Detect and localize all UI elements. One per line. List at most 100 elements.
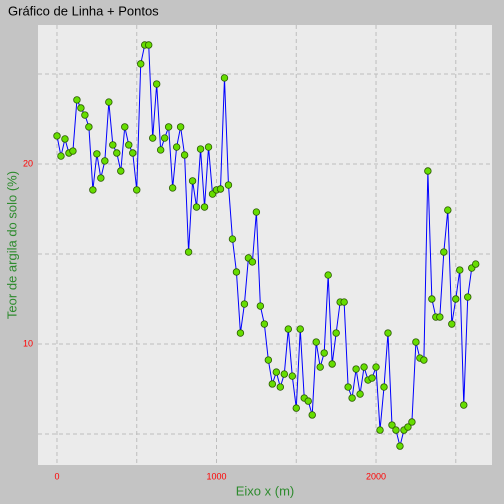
point — [252, 208, 261, 216]
point — [73, 96, 81, 104]
point — [168, 184, 177, 192]
point — [220, 74, 229, 82]
point — [57, 152, 65, 160]
point — [428, 295, 436, 303]
point — [268, 380, 277, 388]
point — [384, 329, 392, 337]
point — [172, 143, 181, 151]
point — [216, 185, 225, 193]
point — [145, 41, 153, 49]
y-axis-label: Teor de argila do solo (%) — [4, 171, 19, 319]
point — [392, 426, 400, 434]
x-tick-label: 2000 — [366, 471, 386, 481]
x-tick-label: 0 — [54, 471, 59, 481]
point — [192, 203, 201, 211]
point — [408, 418, 416, 426]
point — [61, 135, 69, 143]
point — [356, 390, 364, 398]
point — [436, 313, 444, 321]
point — [125, 141, 133, 149]
point — [380, 383, 388, 391]
point — [121, 123, 129, 131]
point — [156, 146, 165, 154]
panel — [38, 25, 492, 465]
point — [440, 248, 448, 256]
point — [448, 320, 456, 328]
point — [444, 206, 452, 214]
x-tick-label: 1000 — [206, 471, 226, 481]
point — [240, 300, 249, 308]
point — [184, 248, 193, 256]
point — [101, 157, 109, 165]
point — [424, 167, 432, 175]
point — [204, 143, 213, 151]
point — [109, 141, 117, 149]
point — [280, 370, 289, 378]
point — [332, 329, 340, 337]
point — [105, 98, 113, 106]
point — [256, 302, 265, 310]
point — [236, 329, 245, 337]
point — [264, 356, 273, 364]
point — [85, 123, 93, 131]
point — [176, 123, 185, 131]
point — [412, 338, 420, 346]
point — [248, 258, 257, 266]
point — [452, 295, 460, 303]
point — [117, 167, 125, 175]
point — [97, 174, 105, 182]
point — [228, 235, 237, 243]
x-axis-label: Eixo x (m) — [236, 483, 295, 498]
point — [396, 442, 404, 450]
point — [312, 338, 320, 346]
point — [284, 325, 292, 333]
point — [164, 123, 173, 131]
point — [472, 260, 480, 268]
point — [316, 363, 324, 371]
point — [304, 397, 312, 405]
point — [324, 271, 332, 279]
point — [360, 363, 368, 371]
point — [288, 372, 296, 380]
point — [388, 421, 396, 429]
point — [133, 186, 141, 194]
point — [420, 356, 428, 364]
chart-title: Gráfico de Linha + Pontos — [8, 3, 159, 18]
point — [196, 145, 205, 153]
point — [81, 111, 89, 119]
point — [152, 80, 161, 88]
point — [180, 151, 189, 159]
point — [232, 268, 241, 276]
point — [77, 104, 85, 112]
point — [53, 132, 61, 140]
point — [308, 411, 316, 419]
point — [352, 365, 360, 373]
point — [260, 320, 269, 328]
point — [376, 426, 384, 434]
point — [456, 266, 464, 274]
point — [460, 401, 468, 409]
point — [129, 149, 137, 157]
point — [148, 134, 157, 142]
point — [160, 134, 169, 142]
point — [113, 149, 121, 157]
y-tick-label: 20 — [23, 158, 33, 168]
point — [368, 374, 376, 382]
point — [69, 147, 77, 155]
point — [93, 150, 101, 158]
point — [272, 368, 281, 376]
point — [224, 181, 233, 189]
point — [404, 423, 412, 431]
point — [464, 293, 472, 301]
point — [320, 349, 328, 357]
point — [372, 363, 380, 371]
point — [340, 298, 348, 306]
point — [200, 203, 209, 211]
point — [276, 383, 285, 391]
point — [344, 383, 352, 391]
point — [328, 360, 336, 368]
point — [89, 186, 97, 194]
point — [292, 404, 300, 412]
y-tick-label: 10 — [23, 338, 33, 348]
